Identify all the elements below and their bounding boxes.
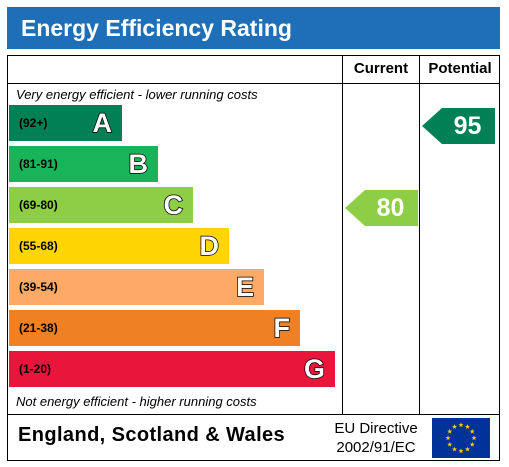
eu-star-icon xyxy=(447,428,453,434)
top-note: Very energy efficient - lower running co… xyxy=(16,87,258,102)
eu-star-icon xyxy=(458,422,464,428)
bottom-note: Not energy efficient - higher running co… xyxy=(16,394,257,409)
band-a: (92+) A xyxy=(9,105,122,141)
band-f: (21-38) F xyxy=(9,310,300,346)
eu-star-icon xyxy=(471,435,477,441)
band-range-label: (1-20) xyxy=(19,362,52,376)
current-column-header: Current xyxy=(353,60,409,77)
eu-star-icon xyxy=(465,446,470,452)
band-e: (39-54) E xyxy=(9,269,264,305)
potential-column-header: Potential xyxy=(428,60,492,77)
eu-star-icon xyxy=(469,428,475,434)
band-g: (1-20) G xyxy=(9,351,335,387)
eu-flag-icon xyxy=(432,418,490,458)
header-divider xyxy=(7,83,500,84)
eu-star-icon xyxy=(458,448,464,454)
band-letter-label: E xyxy=(235,271,255,303)
band-letter-label: C xyxy=(163,189,184,221)
band-c: (69-80) C xyxy=(9,187,193,223)
band-letter-label: F xyxy=(273,312,291,344)
eu-star-icon xyxy=(452,424,457,429)
rating-frame xyxy=(7,55,500,461)
band-range-label: (55-68) xyxy=(19,239,58,253)
band-letter-label: G xyxy=(303,353,326,385)
band-range-label: (39-54) xyxy=(19,280,58,294)
eu-star-icon xyxy=(445,435,451,441)
current-column-divider xyxy=(342,55,343,414)
band-range-label: (81-91) xyxy=(19,157,58,171)
band-b: (81-91) B xyxy=(9,146,158,182)
band-letter-label: D xyxy=(199,230,220,262)
eu-star-icon xyxy=(452,446,457,452)
band-range-label: (69-80) xyxy=(19,198,58,212)
directive-line1: EU Directive xyxy=(334,420,418,437)
potential-column-divider xyxy=(419,55,420,414)
eu-star-icon xyxy=(465,424,470,429)
band-letter-label: B xyxy=(128,148,149,180)
band-range-label: (21-38) xyxy=(19,321,58,335)
band-letter-label: A xyxy=(92,107,113,139)
band-d: (55-68) D xyxy=(9,228,229,264)
directive-line2: 2002/91/EC xyxy=(336,439,416,456)
eu-star-icon xyxy=(447,441,453,447)
footer-divider xyxy=(7,414,500,415)
band-range-label: (92+) xyxy=(19,116,48,130)
chart-title: Energy Efficiency Rating xyxy=(7,7,500,49)
country-label: England, Scotland & Wales xyxy=(18,424,286,446)
eu-star-icon xyxy=(469,441,475,447)
